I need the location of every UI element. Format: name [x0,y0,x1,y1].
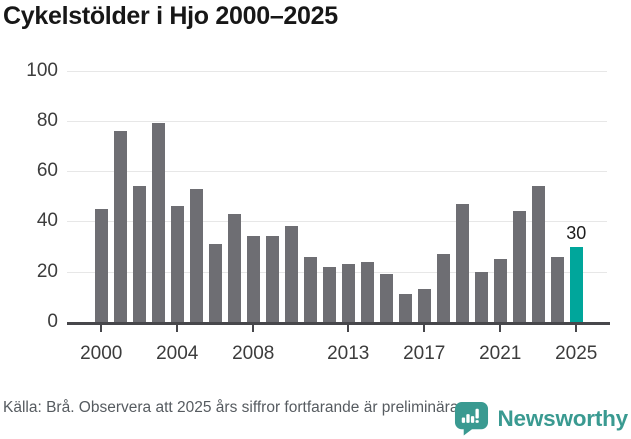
x-axis-label-2013: 2013 [327,343,370,364]
bar-2018 [436,254,450,322]
bar-2012 [322,266,336,322]
bar-2003 [151,123,165,322]
y-axis-label-20: 20 [36,260,58,282]
x-tick-2017 [423,324,426,332]
bar-2007 [227,213,241,322]
bar-2022 [512,211,526,322]
bar-value-label: 30 [548,222,604,244]
bar-2013 [341,264,355,322]
y-axis-label-60: 60 [36,160,58,182]
bar-2023 [531,186,545,322]
x-axis-line [67,322,610,325]
bar-2002 [132,186,146,322]
bar-2011 [303,256,317,322]
y-axis-label-40: 40 [36,210,58,232]
x-axis-label-2004: 2004 [156,343,199,364]
gridline-40 [67,221,607,223]
source-note: Källa: Brå. Observera att 2025 års siffr… [3,399,463,416]
y-axis-label-100: 100 [26,59,58,81]
y-axis-label-80: 80 [36,109,58,131]
bar-2005 [189,188,203,322]
x-tick-2021 [499,324,502,332]
bar-2016 [398,294,412,322]
x-tick-2008 [252,324,255,332]
gridline-60 [67,171,607,173]
x-tick-2025 [575,324,578,332]
x-axis-label-2008: 2008 [232,343,275,364]
x-tick-2004 [176,324,179,332]
bar-2010 [284,226,298,322]
bar-2015 [379,274,393,322]
gridline-100 [67,70,607,72]
x-axis-label-2021: 2021 [479,343,522,364]
x-axis-label-2000: 2000 [80,343,123,364]
bar-2014 [360,261,374,322]
x-axis-label-2017: 2017 [403,343,446,364]
x-axis-label-2025: 2025 [555,343,598,364]
x-tick-2013 [347,324,350,332]
bar-2021 [493,259,507,322]
bar-2024 [550,256,564,322]
newsworthy-logo-icon [455,401,489,436]
bar-2001 [113,130,127,322]
bar-2017 [417,289,431,322]
bar-2006 [208,244,222,322]
bar-2019 [455,203,469,322]
bar-2004 [170,206,184,322]
gridline-80 [67,120,607,122]
bar-2020 [474,271,488,322]
chart-title: Cykelstölder i Hjo 2000–2025 [3,2,338,30]
bar-2009 [265,236,279,322]
x-tick-2000 [100,324,103,332]
gridline-20 [67,271,607,273]
bar-2000 [94,208,108,322]
bar-2025 [569,246,583,322]
bar-value-label-text: 30 [563,222,590,243]
y-axis-label-0: 0 [47,311,58,332]
newsworthy-logo[interactable]: Newsworthy [454,401,628,437]
bar-2008 [246,236,260,322]
newsworthy-logo-text: Newsworthy [497,406,628,431]
